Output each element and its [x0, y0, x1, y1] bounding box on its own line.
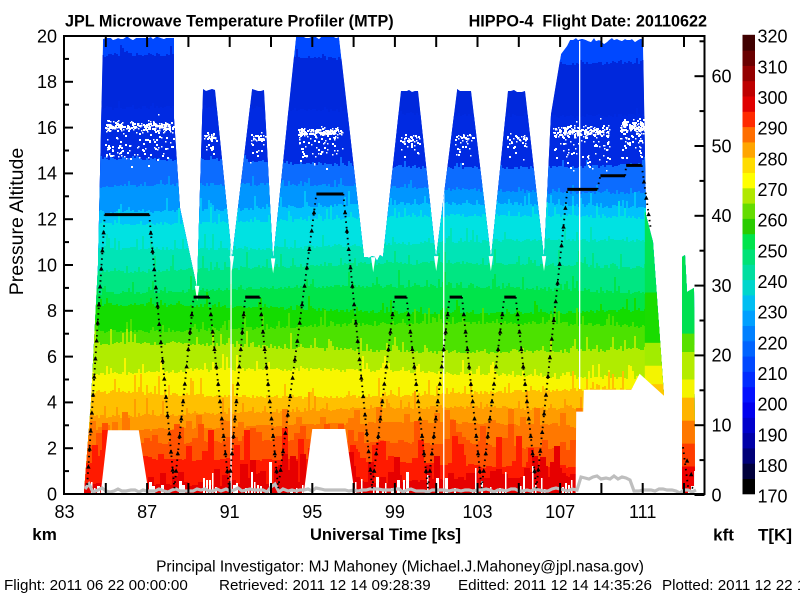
svg-text:14: 14 [37, 164, 57, 184]
svg-text:230: 230 [758, 303, 788, 323]
svg-text:99: 99 [385, 502, 405, 522]
svg-text:200: 200 [758, 395, 788, 415]
svg-text:Universal Time [ks]: Universal Time [ks] [310, 526, 461, 544]
svg-text:290: 290 [758, 119, 788, 139]
svg-text:0: 0 [47, 484, 57, 504]
svg-text:T[K]: T[K] [758, 526, 792, 545]
svg-text:8: 8 [47, 301, 57, 321]
svg-text:Flight: 2011 06 22 00:00:00: Flight: 2011 06 22 00:00:00 [4, 577, 188, 594]
svg-text:260: 260 [758, 211, 788, 231]
svg-text:250: 250 [758, 241, 788, 261]
svg-text:87: 87 [137, 502, 157, 522]
svg-text:0: 0 [712, 485, 722, 505]
svg-text:6: 6 [47, 347, 57, 367]
svg-text:40: 40 [712, 206, 732, 226]
svg-text:170: 170 [758, 487, 788, 507]
svg-text:10: 10 [712, 416, 732, 436]
svg-text:190: 190 [758, 425, 788, 445]
svg-text:310: 310 [758, 57, 788, 77]
svg-text:4: 4 [47, 393, 57, 413]
svg-text:30: 30 [712, 276, 732, 296]
svg-text:kft: kft [713, 526, 734, 545]
svg-text:Principal Investigator: MJ Mah: Principal Investigator: MJ Mahoney (Mich… [156, 559, 644, 576]
svg-text:18: 18 [37, 72, 57, 92]
svg-text:210: 210 [758, 364, 788, 384]
svg-text:JPL Microwave Temperature Prof: JPL Microwave Temperature Profiler (MTP) [65, 13, 394, 31]
svg-text:Plotted: 2011 12 22 14:35:26: Plotted: 2011 12 22 14:35:26 [662, 577, 800, 594]
svg-text:km: km [32, 525, 57, 544]
svg-text:Editted: 2011 12 14 14:35:26: Editted: 2011 12 14 14:35:26 [458, 577, 652, 594]
svg-text:300: 300 [758, 88, 788, 108]
svg-text:Pressure Altitude: Pressure Altitude [6, 148, 28, 295]
svg-text:20: 20 [712, 346, 732, 366]
svg-text:111: 111 [629, 502, 656, 522]
svg-text:220: 220 [758, 333, 788, 353]
svg-text:50: 50 [712, 136, 732, 156]
svg-text:12: 12 [37, 210, 57, 230]
svg-text:Retrieved: 2011 12 14 09:28:39: Retrieved: 2011 12 14 09:28:39 [219, 577, 431, 594]
svg-text:10: 10 [37, 255, 57, 275]
svg-text:280: 280 [758, 149, 788, 169]
svg-text:16: 16 [37, 118, 57, 138]
svg-text:HIPPO-4 Flight Date: 20110622: HIPPO-4 Flight Date: 20110622 [469, 13, 707, 31]
svg-text:20: 20 [37, 26, 57, 46]
svg-text:180: 180 [758, 456, 788, 476]
svg-text:320: 320 [758, 27, 788, 47]
svg-text:107: 107 [545, 502, 575, 522]
svg-text:83: 83 [54, 502, 74, 522]
svg-text:91: 91 [220, 502, 240, 522]
svg-text:60: 60 [712, 67, 732, 87]
svg-text:103: 103 [462, 502, 492, 522]
svg-text:95: 95 [302, 502, 322, 522]
svg-text:2: 2 [47, 439, 57, 459]
svg-text:240: 240 [758, 272, 788, 292]
svg-text:270: 270 [758, 180, 788, 200]
